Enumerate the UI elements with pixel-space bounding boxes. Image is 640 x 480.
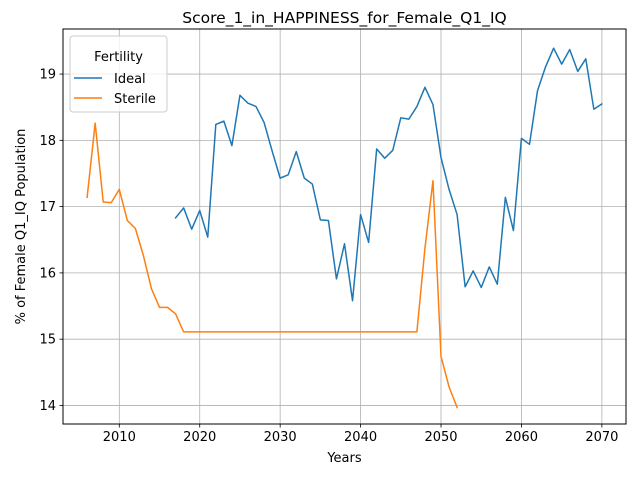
- x-tick-label: 2030: [264, 430, 297, 445]
- x-axis-label: Years: [326, 451, 362, 466]
- y-axis-label: % of Female Q1_IQ Population: [14, 129, 29, 325]
- series-line-ideal: [174, 47, 603, 302]
- series-lines: [86, 47, 603, 409]
- x-tick-label: 2040: [344, 430, 377, 445]
- x-tick-label: 2070: [585, 430, 618, 445]
- x-tick-label: 2010: [103, 430, 136, 445]
- plot-frame: [62, 28, 627, 425]
- legend-label-ideal: Ideal: [114, 72, 146, 87]
- y-tick-label: 17: [39, 200, 56, 215]
- legend: Fertility Ideal Sterile: [69, 35, 168, 113]
- legend-box: [69, 35, 168, 113]
- series-line-sterile: [86, 122, 459, 409]
- x-tick-label: 2050: [424, 430, 457, 445]
- y-tick-label: 14: [39, 399, 56, 414]
- legend-title: Fertility: [94, 50, 143, 65]
- y-tick-label: 15: [39, 333, 56, 348]
- legend-label-sterile: Sterile: [114, 92, 156, 107]
- y-tick-label: 16: [39, 266, 56, 281]
- axis-ticks: 2010 2020 2030 2040 2050 2060 2070 14 15 16 17 18 19: [39, 68, 618, 445]
- x-tick-label: 2020: [183, 430, 216, 445]
- y-tick-label: 19: [39, 68, 56, 83]
- chart-title: Score_1_in_HAPPINESS_for_Female_Q1_IQ: [182, 9, 506, 28]
- x-tick-label: 2060: [505, 430, 538, 445]
- y-tick-label: 18: [39, 134, 56, 149]
- grid: [63, 29, 626, 424]
